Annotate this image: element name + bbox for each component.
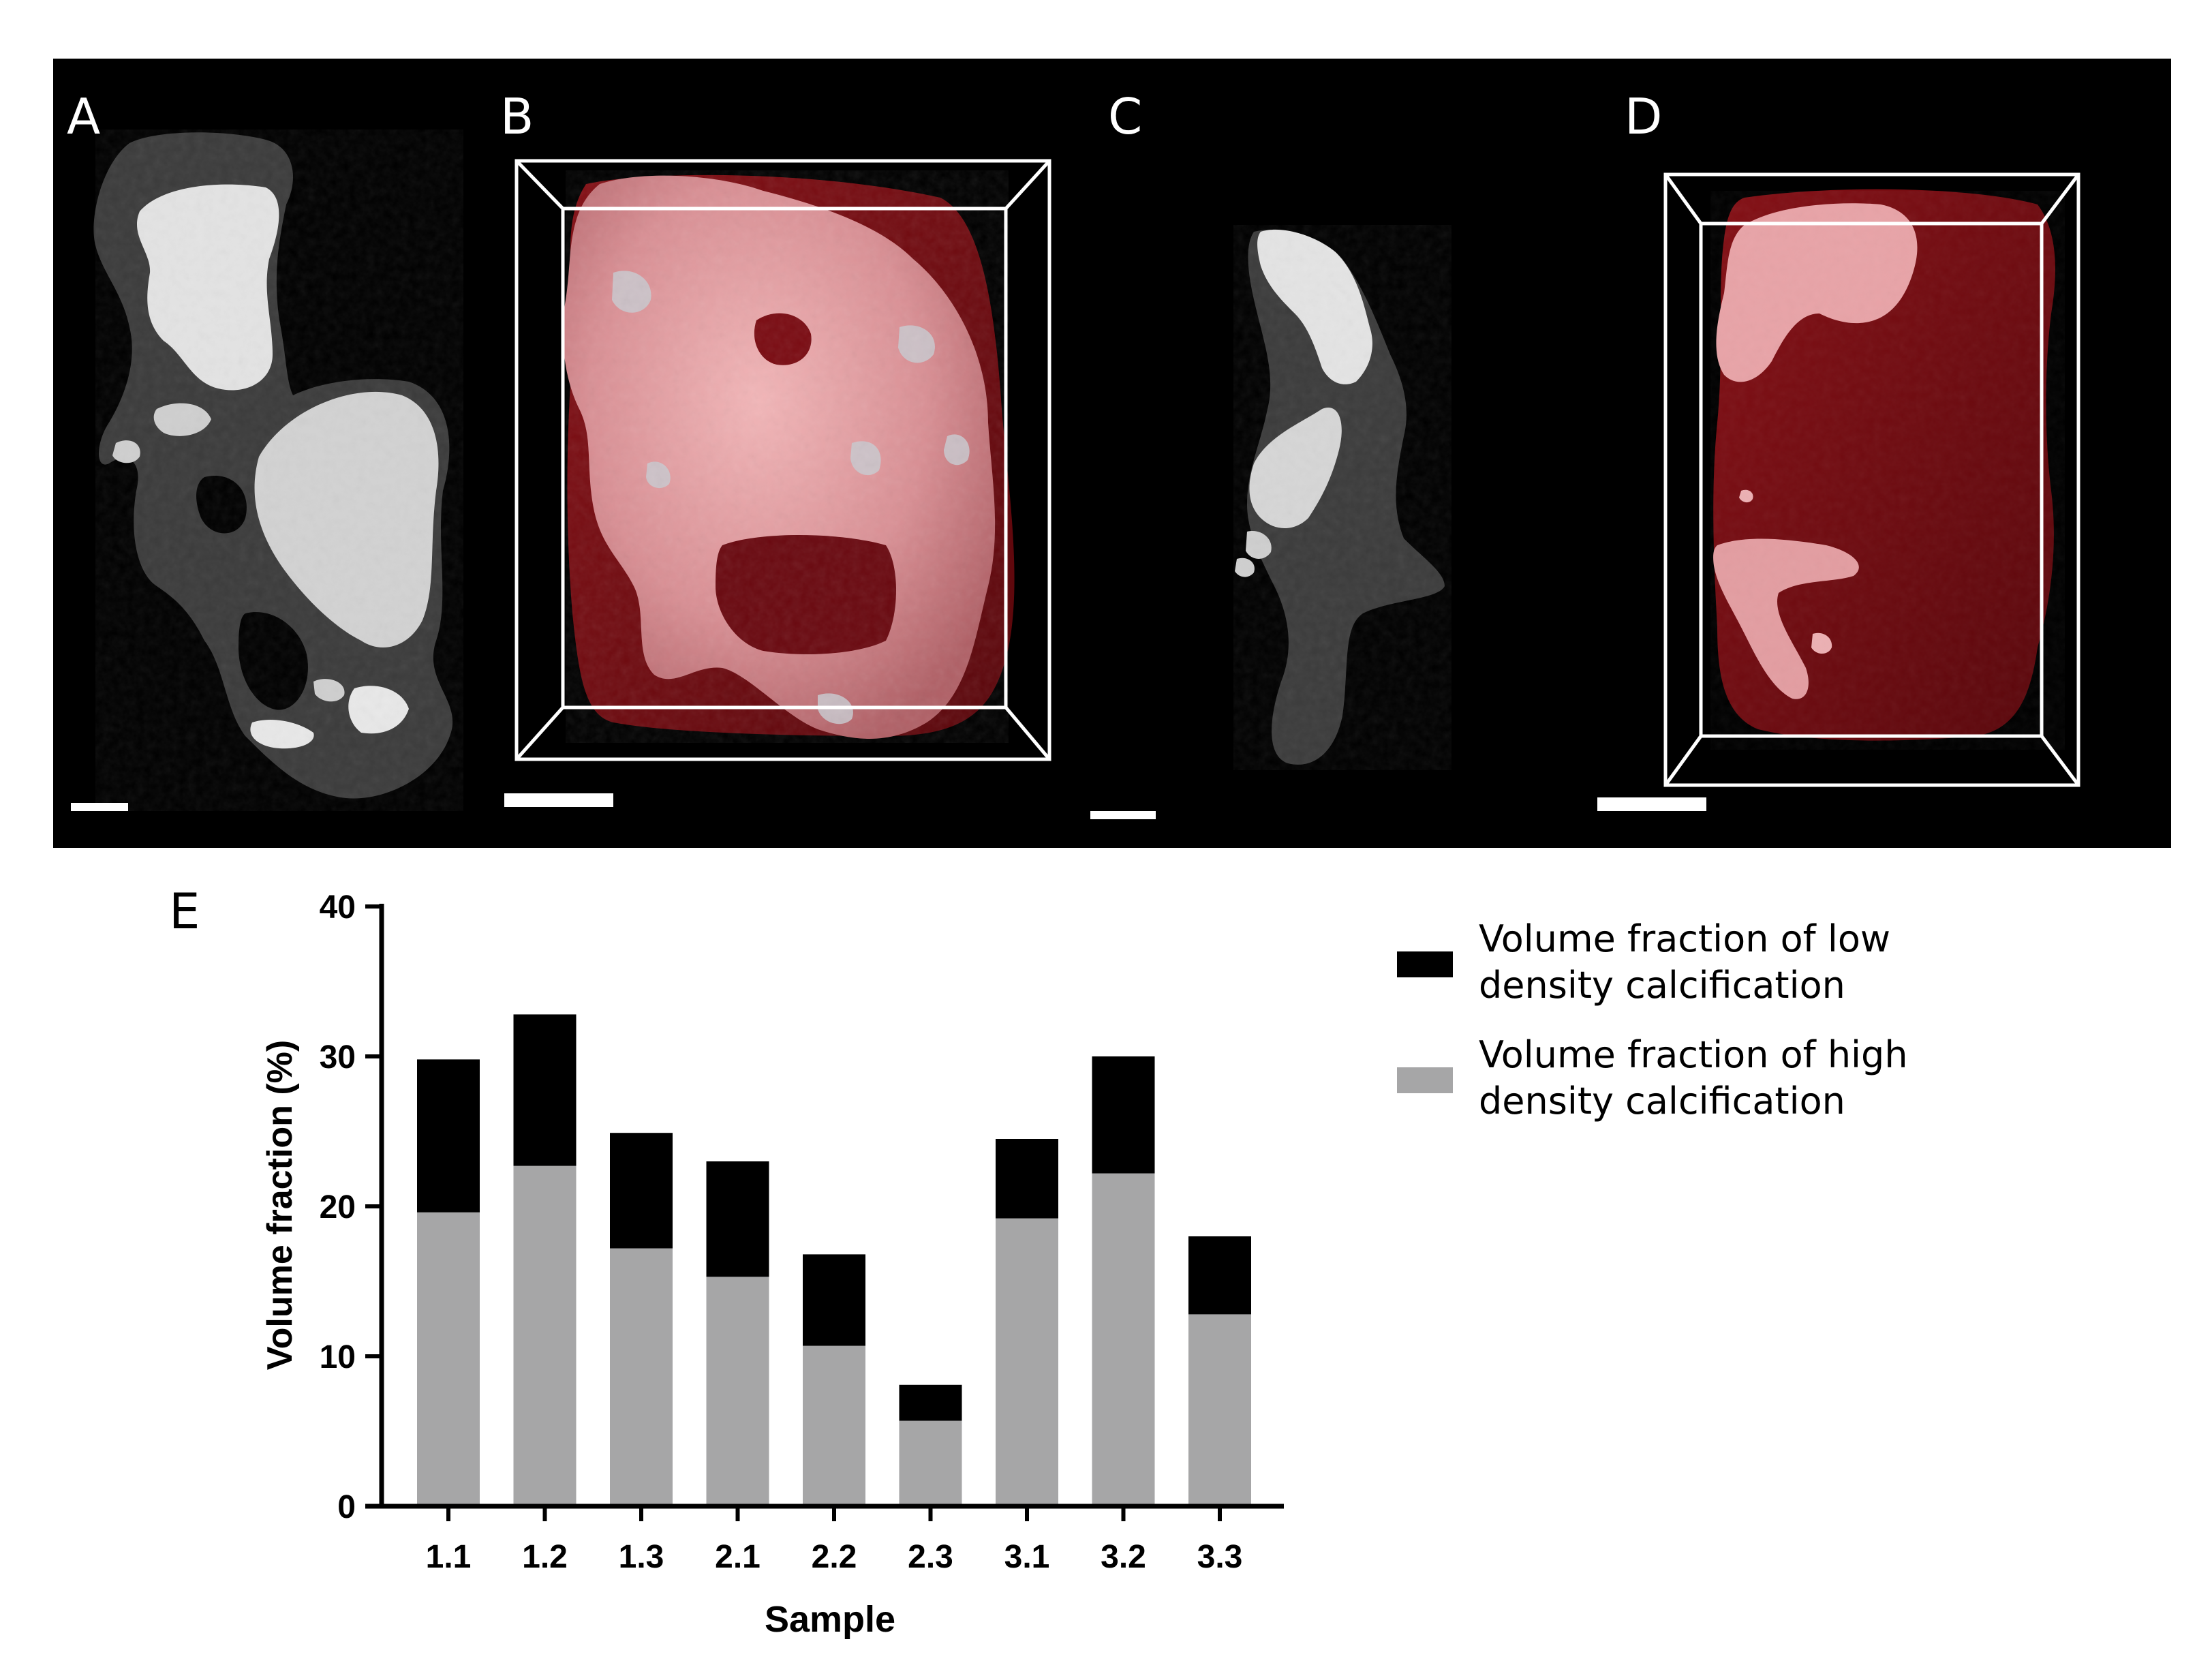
panel-b-label: B [500, 88, 534, 145]
bar-high-density-3.3 [1188, 1314, 1251, 1506]
x-tick-label-3.1: 3.1 [1004, 1539, 1050, 1575]
x-tick-label-3.2: 3.2 [1101, 1539, 1146, 1575]
legend-swatch-high-density [1397, 1067, 1453, 1093]
panel-a-label: A [67, 88, 100, 145]
legend-label-low-density-line1: Volume fraction of low [1479, 917, 1890, 960]
bar-low-density-1.3 [610, 1133, 673, 1249]
legend-label-high-density-line2: density calcification [1479, 1080, 1845, 1123]
panel-e-label: E [169, 883, 200, 940]
legend-label-high-density-line1: Volume fraction of high [1479, 1033, 1908, 1076]
panel-b-scale-bar [504, 793, 613, 807]
bar-low-density-3.3 [1188, 1236, 1251, 1315]
x-tick-label-1.3: 1.3 [619, 1539, 664, 1575]
x-tick-label-2.3: 2.3 [908, 1539, 953, 1575]
bar-high-density-2.2 [803, 1345, 865, 1506]
y-tick-label-0: 0 [337, 1489, 356, 1525]
panel-a-scale-bar [71, 803, 128, 811]
bar-high-density-3.2 [1092, 1173, 1155, 1506]
panel-b-texture [566, 170, 1009, 743]
y-axis-label: Volume fraction (%) [260, 1040, 300, 1370]
bar-high-density-3.1 [996, 1218, 1058, 1506]
panel-d-scale-bar [1597, 797, 1706, 811]
bar-high-density-2.3 [899, 1420, 962, 1506]
panel-a-texture [95, 129, 463, 811]
bar-high-density-2.1 [706, 1277, 769, 1506]
y-axis-ticks: 0 10 20 30 40 [320, 889, 382, 1525]
panel-c-scale-bar [1090, 811, 1156, 819]
bar-high-density-1.3 [610, 1248, 673, 1506]
panel-d-bounding-box [1663, 172, 2080, 787]
legend-label-low-density-line2: density calcification [1479, 964, 1845, 1007]
bar-low-density-1.2 [513, 1014, 577, 1166]
bar-low-density-2.1 [706, 1161, 769, 1277]
panel-b-bounding-box [514, 159, 1051, 761]
x-tick-label-1.1: 1.1 [426, 1539, 472, 1575]
panel-d-3d-rendering: D [1597, 88, 2080, 811]
bar-high-density-1.1 [417, 1212, 480, 1506]
panel-b-3d-rendering: B [500, 88, 1051, 807]
panel-a-ct-slice: A [67, 88, 463, 811]
micro-ct-image-strip: A B [53, 59, 2171, 848]
bar-low-density-1.1 [417, 1059, 480, 1212]
y-tick-label-40: 40 [320, 889, 356, 926]
x-axis-label: Sample [765, 1599, 895, 1640]
bar-low-density-2.2 [803, 1254, 865, 1346]
chart-legend: Volume fraction of low density calcifica… [1397, 917, 1908, 1123]
bar-high-density-1.2 [513, 1165, 577, 1506]
x-tick-label-2.1: 2.1 [715, 1539, 761, 1575]
panel-c-label: C [1108, 88, 1142, 145]
x-tick-label-3.3: 3.3 [1197, 1539, 1243, 1575]
chart-bars [417, 1014, 1251, 1506]
legend-swatch-low-density [1397, 951, 1453, 977]
panel-c-texture [1233, 225, 1451, 770]
legend-item-low-density: Volume fraction of low density calcifica… [1397, 917, 1890, 1007]
legend-item-high-density: Volume fraction of high density calcific… [1397, 1033, 1908, 1123]
bar-low-density-3.2 [1092, 1056, 1155, 1174]
bar-low-density-2.3 [899, 1384, 962, 1421]
y-tick-label-30: 30 [320, 1039, 356, 1075]
panel-d-texture [1710, 191, 2065, 750]
x-axis-ticks: 1.1 1.2 1.3 2.1 2.2 2.3 3.1 3.2 3.3 [426, 1506, 1243, 1575]
bar-low-density-3.1 [996, 1139, 1058, 1219]
x-tick-label-1.2: 1.2 [522, 1539, 568, 1575]
panel-d-label: D [1625, 88, 1662, 145]
panel-c-ct-slice: C [1090, 88, 1451, 819]
x-tick-label-2.2: 2.2 [812, 1539, 857, 1575]
y-tick-label-10: 10 [320, 1339, 356, 1375]
y-tick-label-20: 20 [320, 1189, 356, 1225]
